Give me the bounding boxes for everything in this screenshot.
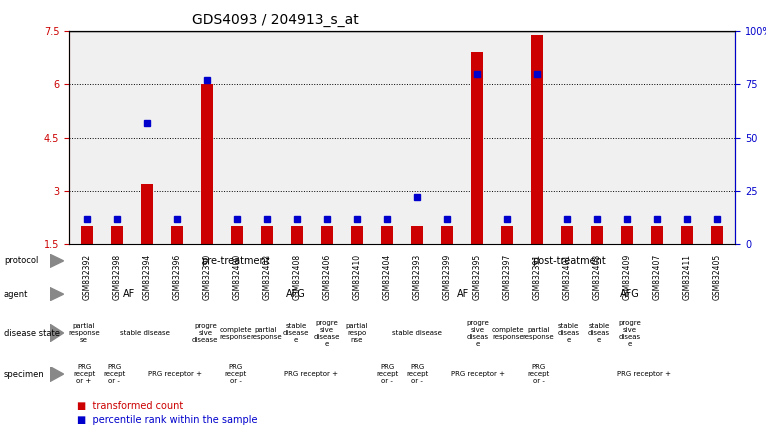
Polygon shape: [50, 254, 64, 267]
Polygon shape: [50, 324, 64, 342]
Text: PRG
recept
or +: PRG recept or +: [73, 364, 95, 384]
Bar: [532, 35, 543, 244]
Text: PRG
recept
or -: PRG recept or -: [103, 364, 126, 384]
Bar: [591, 226, 604, 244]
Text: PRG receptor +: PRG receptor +: [148, 371, 202, 377]
Text: AF: AF: [123, 289, 136, 299]
Text: stable disease: stable disease: [119, 330, 169, 336]
Text: complete
response: complete response: [219, 326, 252, 340]
Bar: [201, 84, 213, 244]
Bar: [561, 226, 573, 244]
Text: partial
response: partial response: [250, 326, 282, 340]
Text: GDS4093 / 204913_s_at: GDS4093 / 204913_s_at: [192, 13, 358, 28]
Text: AF: AF: [457, 289, 469, 299]
Bar: [141, 184, 153, 244]
Bar: [111, 226, 123, 244]
Bar: [321, 226, 333, 244]
Text: PRG
recept
or -: PRG recept or -: [406, 364, 428, 384]
Text: disease state: disease state: [4, 329, 60, 337]
Text: progre
sive
diseas
e: progre sive diseas e: [618, 320, 640, 346]
Text: agent: agent: [4, 289, 28, 299]
Bar: [441, 226, 453, 244]
Text: AFG: AFG: [286, 289, 306, 299]
Bar: [261, 226, 273, 244]
Polygon shape: [50, 288, 64, 301]
Bar: [171, 226, 183, 244]
Text: PRG receptor +: PRG receptor +: [284, 371, 339, 377]
Polygon shape: [50, 367, 64, 382]
Text: PRG
recept
or -: PRG recept or -: [527, 364, 549, 384]
Bar: [351, 226, 363, 244]
Bar: [381, 226, 393, 244]
Text: PRG
recept
or -: PRG recept or -: [376, 364, 398, 384]
Bar: [411, 226, 423, 244]
Text: complete
response: complete response: [492, 326, 525, 340]
Bar: [681, 226, 693, 244]
Bar: [712, 226, 723, 244]
Text: specimen: specimen: [4, 369, 44, 379]
Bar: [621, 226, 633, 244]
Bar: [291, 226, 303, 244]
Text: stable
diseas
e: stable diseas e: [588, 323, 610, 343]
Text: AFG: AFG: [620, 289, 639, 299]
Text: protocol: protocol: [4, 256, 38, 266]
Text: partial
response
se: partial response se: [68, 323, 100, 343]
Text: ■  percentile rank within the sample: ■ percentile rank within the sample: [77, 415, 257, 424]
Bar: [81, 226, 93, 244]
Text: PRG receptor +: PRG receptor +: [617, 371, 672, 377]
Bar: [651, 226, 663, 244]
Text: progre
sive
disease
e: progre sive disease e: [313, 320, 339, 346]
Text: post-treatment: post-treatment: [532, 256, 606, 266]
Bar: [501, 226, 513, 244]
Text: stable
disease
e: stable disease e: [283, 323, 309, 343]
Bar: [471, 52, 483, 244]
Text: PRG
recept
or -: PRG recept or -: [224, 364, 247, 384]
Text: partial
response: partial response: [522, 326, 555, 340]
Text: pre-treatment: pre-treatment: [201, 256, 270, 266]
Text: progre
sive
disease: progre sive disease: [192, 323, 218, 343]
Text: ■  transformed count: ■ transformed count: [77, 401, 183, 411]
Text: stable disease: stable disease: [392, 330, 442, 336]
Text: stable
diseas
e: stable diseas e: [558, 323, 580, 343]
Bar: [231, 226, 243, 244]
Text: progre
sive
diseas
e: progre sive diseas e: [466, 320, 489, 346]
Text: PRG receptor +: PRG receptor +: [451, 371, 505, 377]
Text: partial
respo
nse: partial respo nse: [345, 323, 368, 343]
